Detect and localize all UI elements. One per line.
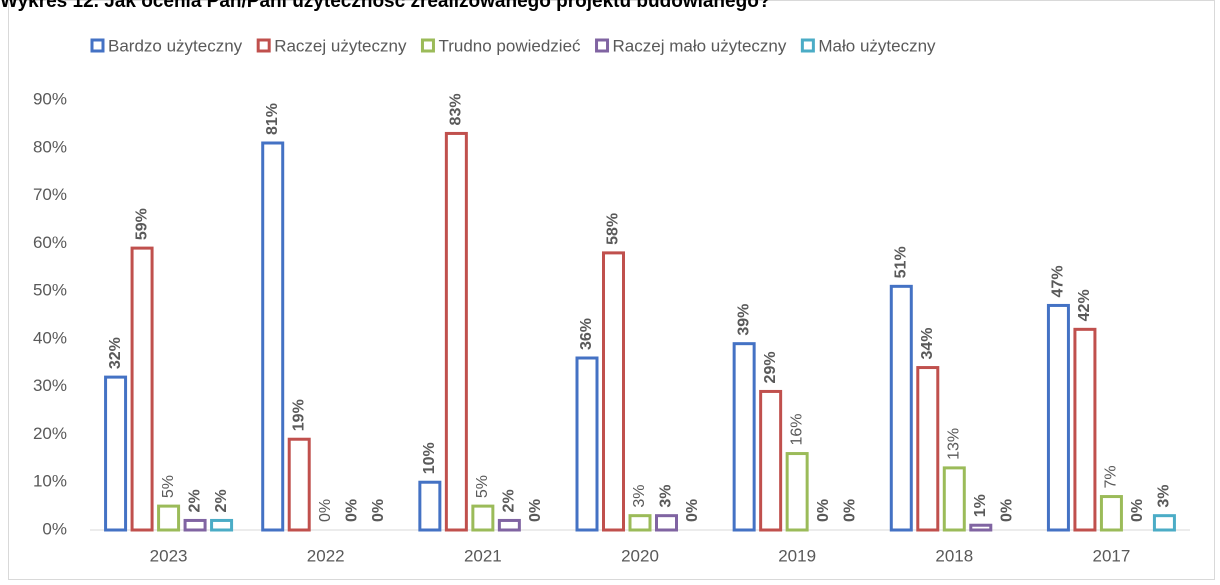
value-label: 34% — [919, 328, 936, 360]
bar — [1099, 495, 1123, 532]
legend-swatch — [420, 38, 435, 53]
bar — [418, 480, 442, 532]
legend-label: Mało użyteczny — [818, 36, 936, 55]
y-tick-label: 80% — [33, 137, 67, 156]
bar — [916, 366, 940, 532]
value-label: 3% — [1156, 485, 1173, 508]
bar — [732, 342, 756, 532]
value-label: 59% — [133, 208, 150, 240]
value-label: 5% — [474, 475, 491, 498]
y-tick-label: 0% — [42, 519, 67, 538]
y-tick-label: 60% — [33, 233, 67, 252]
value-label: 10% — [421, 442, 438, 474]
value-label: 13% — [946, 428, 963, 460]
value-label: 5% — [160, 475, 177, 498]
value-label: 2% — [186, 489, 203, 512]
value-label: 3% — [658, 485, 675, 508]
bar — [471, 504, 495, 532]
y-tick-label: 20% — [33, 424, 67, 443]
chart-title: Wykres 12. Jak ocenia Pan/Pani użyteczno… — [0, 0, 770, 12]
bar — [497, 518, 521, 532]
bar — [628, 514, 652, 532]
legend-label: Raczej użyteczny — [274, 36, 407, 55]
y-tick-label: 40% — [33, 328, 67, 347]
value-label: 51% — [893, 246, 910, 278]
x-tick-label: 2018 — [935, 546, 973, 565]
value-label: 29% — [762, 351, 779, 383]
bar — [104, 375, 128, 532]
legend-swatch — [800, 38, 815, 53]
bar — [261, 141, 285, 532]
value-label: 7% — [1103, 465, 1120, 488]
bar — [575, 356, 599, 532]
value-label: 58% — [605, 213, 622, 245]
y-tick-label: 30% — [33, 376, 67, 395]
bar — [889, 284, 913, 532]
x-tick-label: 2019 — [778, 546, 816, 565]
x-tick-label: 2022 — [307, 546, 345, 565]
value-label: 0% — [527, 499, 544, 522]
x-tick-label: 2021 — [464, 546, 502, 565]
bar — [602, 251, 625, 532]
bar — [655, 514, 678, 532]
x-tick-label: 2017 — [1093, 546, 1131, 565]
bar — [1152, 514, 1176, 532]
legend-label: Bardzo użyteczny — [108, 36, 243, 55]
value-label: 0% — [999, 499, 1016, 522]
value-label: 47% — [1050, 265, 1067, 297]
legend-swatch — [595, 38, 610, 53]
value-label: 39% — [735, 304, 752, 336]
value-label: 36% — [578, 318, 595, 350]
value-label: 16% — [788, 414, 805, 446]
bar — [157, 504, 181, 532]
x-tick-label: 2020 — [621, 546, 659, 565]
bar — [130, 246, 154, 532]
y-tick-label: 90% — [33, 89, 67, 108]
bar — [1046, 303, 1070, 532]
y-tick-label: 10% — [33, 472, 67, 491]
value-label: 0% — [343, 499, 360, 522]
bar — [183, 518, 207, 532]
bar — [210, 518, 234, 532]
y-tick-label: 70% — [33, 185, 67, 204]
value-label: 2% — [501, 489, 518, 512]
value-label: 1% — [972, 494, 989, 517]
value-label: 32% — [107, 337, 124, 369]
value-label: 3% — [631, 485, 648, 508]
bar — [287, 437, 311, 532]
bar — [444, 131, 468, 532]
value-label: 0% — [317, 499, 334, 522]
legend-swatch — [256, 38, 271, 53]
value-label: 83% — [448, 93, 465, 125]
legend-swatch — [90, 38, 105, 53]
y-tick-label: 50% — [33, 281, 67, 300]
bar — [942, 466, 966, 532]
legend-label: Raczej mało użyteczny — [613, 36, 787, 55]
bar — [1073, 327, 1097, 532]
chart-border — [8, 0, 1215, 580]
value-label: 0% — [841, 499, 858, 522]
bar — [785, 452, 809, 532]
value-label: 0% — [815, 499, 832, 522]
value-label: 81% — [264, 103, 281, 135]
legend-label: Trudno powiedzieć — [438, 36, 581, 55]
value-label: 42% — [1076, 289, 1093, 321]
value-label: 0% — [370, 499, 387, 522]
bar — [759, 389, 783, 532]
value-label: 0% — [684, 499, 701, 522]
value-label: 2% — [213, 489, 230, 512]
value-label: 0% — [1129, 499, 1146, 522]
value-label: 19% — [290, 399, 307, 431]
x-tick-label: 2023 — [150, 546, 188, 565]
bar — [969, 523, 993, 532]
